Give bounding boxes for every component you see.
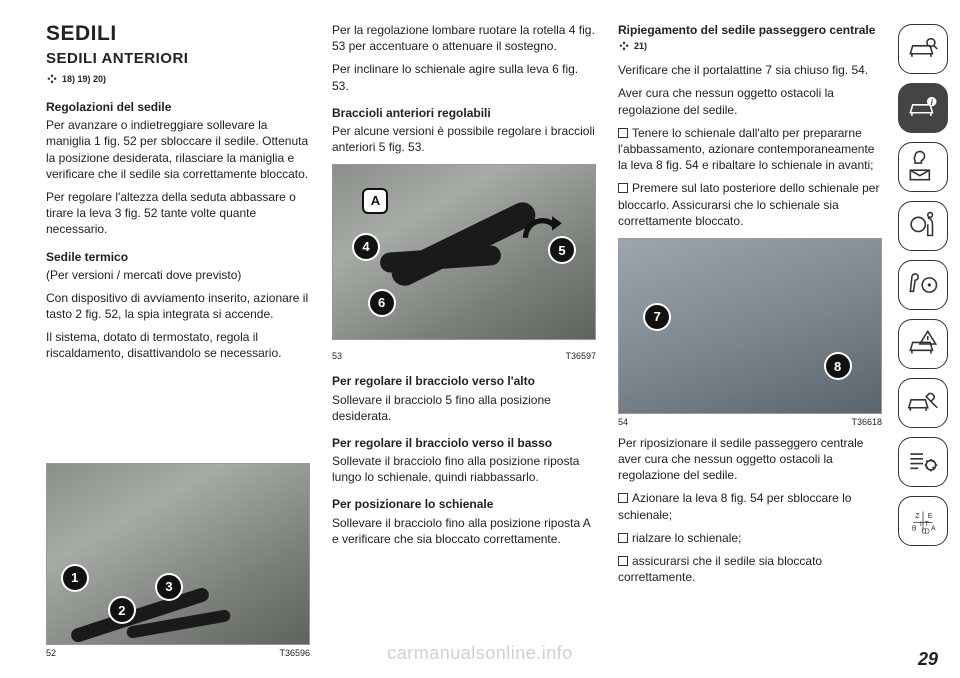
fan-icon [618, 40, 630, 52]
watermark-text: carmanualsonline.info [387, 643, 573, 664]
para: Per la regolazione lombare ruotare la ro… [332, 22, 596, 54]
ref-indices: 18) 19) 20) [46, 73, 310, 85]
para: Il sistema, dotato di termostato, regola… [46, 329, 310, 361]
fig-code: T36618 [851, 417, 882, 427]
list-item: assicurarsi che il sedile sia bloccato c… [618, 553, 882, 585]
ref-indices: 21) [618, 40, 882, 52]
figure-52-caption: 52 T36596 [46, 648, 310, 658]
svg-text:A: A [931, 525, 936, 533]
svg-text:E: E [928, 512, 933, 520]
list-item: Premere sul lato posteriore dello schien… [618, 180, 882, 229]
subhead-braccioli: Braccioli anteriori regolabili [332, 105, 596, 121]
column-2: Per la regolazione lombare ruotare la ro… [332, 22, 596, 666]
list-gear-icon [904, 443, 942, 481]
list-text: rialzare lo schienale; [632, 531, 741, 545]
para: Per alcune versioni è possibile regolare… [332, 123, 596, 155]
svg-text:Z: Z [915, 512, 920, 520]
subhead-posizionare: Per posizionare lo schienale [332, 496, 596, 512]
para: Aver cura che nessun oggetto ostacoli la… [618, 85, 882, 117]
para: Verificare che il portalattine 7 sia chi… [618, 62, 882, 78]
subhead-alto: Per regolare il bracciolo verso l'alto [332, 373, 596, 389]
svg-text:T: T [925, 520, 930, 528]
checkbox-icon [618, 533, 628, 543]
car-search-icon [904, 30, 942, 68]
badge-5: 5 [550, 238, 574, 262]
car-warning-icon [904, 325, 942, 363]
subhead-basso: Per regolare il bracciolo verso il basso [332, 435, 596, 451]
sidebar-item-car-info[interactable]: i [898, 83, 948, 133]
subhead-termico: Sedile termico [46, 249, 310, 265]
fig-code: T36597 [565, 351, 596, 361]
list-text: assicurarsi che il sedile sia bloccato c… [618, 554, 822, 584]
badge-3: 3 [157, 575, 181, 599]
svg-text:C: C [921, 528, 926, 536]
fig-num: 53 [332, 351, 342, 361]
badge-6: 6 [370, 291, 394, 315]
checkbox-icon [618, 493, 628, 503]
airbag-icon [904, 207, 942, 245]
list-item: rialzare lo schienale; [618, 530, 882, 546]
badge-1: 1 [63, 566, 87, 590]
sidebar-item-key-wheel[interactable] [898, 260, 948, 310]
figure-54-caption: 54 T36618 [618, 417, 882, 427]
column-3: Ripiegamento del sedile passeggero centr… [618, 22, 882, 666]
sidebar-item-list-gear[interactable] [898, 437, 948, 487]
svg-text:I: I [920, 520, 922, 528]
fig-num: 52 [46, 648, 56, 658]
figure-52: 1 2 3 [46, 463, 310, 645]
sidebar-item-car-search[interactable] [898, 24, 948, 74]
list-text: Tenere lo schienale dall'alto per prepar… [618, 126, 874, 172]
list-text: Premere sul lato posteriore dello schien… [618, 181, 879, 227]
para: Per inclinare lo schienale agire sulla l… [332, 61, 596, 93]
ref-text: 21) [634, 41, 647, 51]
column-1: SEDILI SEDILI ANTERIORI 18) 19) 20) Rego… [46, 22, 310, 666]
car-info-icon: i [904, 89, 942, 127]
content-area: SEDILI SEDILI ANTERIORI 18) 19) 20) Rego… [0, 0, 892, 678]
para: Sollevate il bracciolo fino alla posizio… [332, 453, 596, 485]
sidebar-item-car-warning[interactable] [898, 319, 948, 369]
badge-A: A [364, 190, 386, 212]
fan-icon [46, 73, 58, 85]
fig-num: 54 [618, 417, 628, 427]
list-item: Azionare la leva 8 fig. 54 per sbloccare… [618, 490, 882, 522]
main-title: SEDILI [46, 22, 310, 46]
section-title: SEDILI ANTERIORI [46, 50, 310, 67]
figure-53-caption: 53 T36597 [332, 351, 596, 361]
compass-icon: ZEBAIDCT [904, 502, 942, 540]
list-text: Azionare la leva 8 fig. 54 per sbloccare… [618, 491, 851, 521]
ref-text: 18) 19) 20) [62, 74, 106, 84]
checkbox-icon [618, 128, 628, 138]
car-wrench-icon [904, 384, 942, 422]
para: (Per versioni / mercati dove previsto) [46, 267, 310, 283]
para: Per riposizionare il sedile passeggero c… [618, 435, 882, 484]
figure-54: 7 8 [618, 238, 882, 414]
subhead-ripiegamento: Ripiegamento del sedile passeggero centr… [618, 22, 882, 38]
list-item: Tenere lo schienale dall'alto per prepar… [618, 125, 882, 174]
figure-53: A 4 5 6 [332, 164, 596, 340]
light-mail-icon [904, 148, 942, 186]
badge-8: 8 [826, 354, 850, 378]
sidebar-item-light-mail[interactable] [898, 142, 948, 192]
sidebar-item-compass[interactable]: ZEBAIDCT [898, 496, 948, 546]
sidebar-nav: i ZEBAIDCT [892, 0, 960, 678]
badge-4: 4 [354, 235, 378, 259]
checkbox-icon [618, 556, 628, 566]
badge-7: 7 [645, 305, 669, 329]
para: Per regolare l'altezza della seduta abba… [46, 189, 310, 238]
key-wheel-icon [904, 266, 942, 304]
svg-text:B: B [912, 525, 917, 533]
page-number: 29 [918, 649, 938, 670]
para: Per avanzare o indietreggiare sollevare … [46, 117, 310, 182]
sidebar-item-car-wrench[interactable] [898, 378, 948, 428]
para: Con dispositivo di avviamento inserito, … [46, 290, 310, 322]
para: Sollevare il bracciolo 5 fino alla posiz… [332, 392, 596, 424]
subhead-regolazioni: Regolazioni del sedile [46, 99, 310, 115]
checkbox-icon [618, 183, 628, 193]
manual-page: SEDILI SEDILI ANTERIORI 18) 19) 20) Rego… [0, 0, 960, 678]
sidebar-item-airbag[interactable] [898, 201, 948, 251]
para: Sollevare il bracciolo fino alla posizio… [332, 515, 596, 547]
fig-code: T36596 [279, 648, 310, 658]
